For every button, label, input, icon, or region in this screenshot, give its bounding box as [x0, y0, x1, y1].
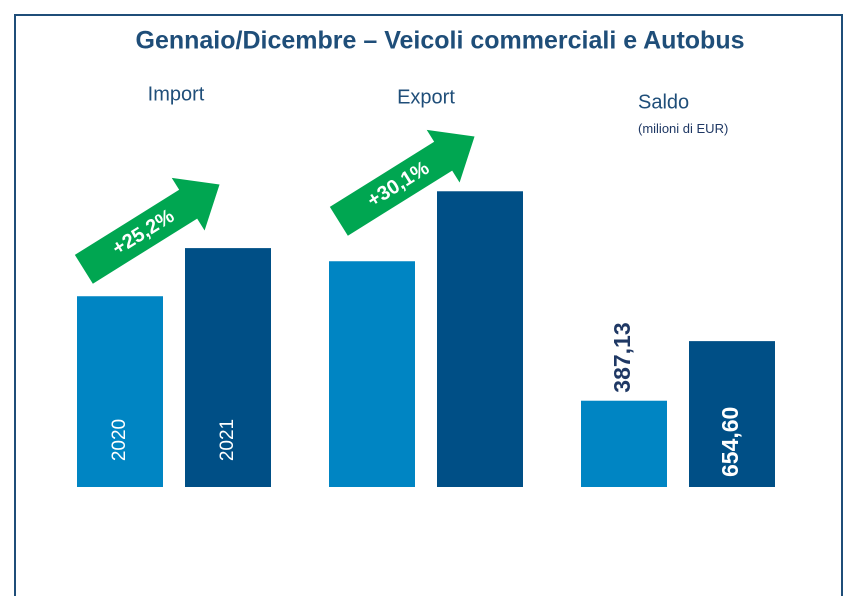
unit-note: (milioni di EUR) [638, 121, 729, 136]
bar [437, 191, 523, 488]
category-label: Export [397, 86, 455, 108]
legend-label: 2020 [109, 419, 130, 461]
bar [329, 261, 415, 487]
arrow-shape [329, 129, 475, 236]
frame [14, 14, 843, 596]
bar [689, 341, 775, 487]
value-label: 654,60 [717, 407, 743, 477]
legend-label: 2021 [217, 419, 238, 461]
value-label: 387,13 [609, 322, 635, 392]
category-label: Saldo [638, 91, 689, 113]
bar [581, 400, 667, 487]
category-label: Import [148, 83, 205, 105]
chart-title: Gennaio/Dicembre – Veicoli commerciali e… [136, 27, 745, 55]
bar [77, 296, 163, 487]
bar [185, 248, 271, 487]
arrow-shape [74, 177, 220, 284]
